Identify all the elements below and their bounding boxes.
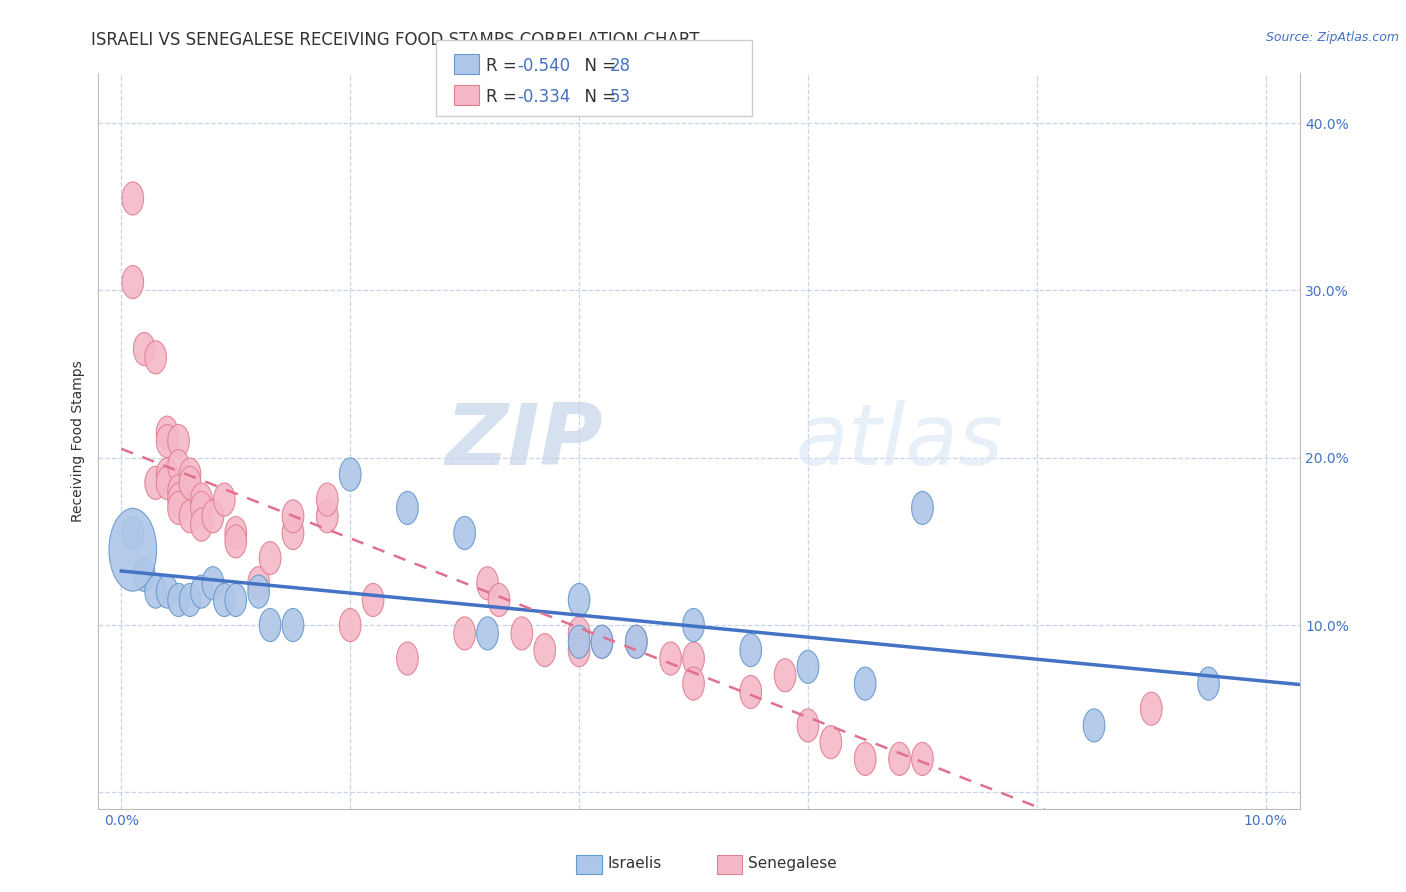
- Ellipse shape: [1198, 667, 1219, 700]
- Text: R =: R =: [486, 57, 523, 75]
- Ellipse shape: [145, 575, 166, 608]
- Ellipse shape: [396, 491, 418, 524]
- Ellipse shape: [363, 583, 384, 616]
- Ellipse shape: [683, 642, 704, 675]
- Ellipse shape: [167, 425, 190, 458]
- Ellipse shape: [911, 742, 934, 775]
- Ellipse shape: [134, 558, 155, 591]
- Ellipse shape: [202, 566, 224, 599]
- Ellipse shape: [247, 575, 270, 608]
- Ellipse shape: [534, 633, 555, 666]
- Ellipse shape: [911, 491, 934, 524]
- Ellipse shape: [488, 583, 510, 616]
- Ellipse shape: [740, 675, 762, 708]
- Ellipse shape: [510, 617, 533, 650]
- Text: R =: R =: [486, 87, 523, 106]
- Ellipse shape: [247, 566, 270, 599]
- Ellipse shape: [156, 575, 179, 608]
- Ellipse shape: [179, 458, 201, 491]
- Ellipse shape: [820, 725, 842, 759]
- Text: 28: 28: [610, 57, 631, 75]
- Ellipse shape: [568, 617, 591, 650]
- Ellipse shape: [855, 667, 876, 700]
- Ellipse shape: [191, 483, 212, 516]
- Ellipse shape: [659, 642, 682, 675]
- Ellipse shape: [568, 625, 591, 658]
- Ellipse shape: [1140, 692, 1163, 725]
- Ellipse shape: [339, 608, 361, 641]
- Ellipse shape: [626, 625, 647, 658]
- Ellipse shape: [145, 341, 166, 374]
- Ellipse shape: [683, 608, 704, 641]
- Ellipse shape: [167, 450, 190, 483]
- Text: ISRAELI VS SENEGALESE RECEIVING FOOD STAMPS CORRELATION CHART: ISRAELI VS SENEGALESE RECEIVING FOOD STA…: [91, 31, 700, 49]
- Ellipse shape: [889, 742, 910, 775]
- Ellipse shape: [396, 642, 418, 675]
- Ellipse shape: [568, 633, 591, 666]
- Ellipse shape: [454, 516, 475, 549]
- Ellipse shape: [122, 516, 143, 549]
- Ellipse shape: [283, 500, 304, 533]
- Ellipse shape: [167, 475, 190, 508]
- Text: Source: ZipAtlas.com: Source: ZipAtlas.com: [1265, 31, 1399, 45]
- Ellipse shape: [156, 425, 179, 458]
- Y-axis label: Receiving Food Stamps: Receiving Food Stamps: [72, 360, 86, 522]
- Ellipse shape: [775, 658, 796, 692]
- Ellipse shape: [191, 508, 212, 541]
- Text: 53: 53: [610, 87, 631, 106]
- Ellipse shape: [568, 583, 591, 616]
- Ellipse shape: [191, 491, 212, 524]
- Ellipse shape: [316, 483, 337, 516]
- Ellipse shape: [145, 467, 166, 500]
- Text: Israelis: Israelis: [607, 856, 662, 871]
- Ellipse shape: [191, 575, 212, 608]
- Ellipse shape: [179, 467, 201, 500]
- Ellipse shape: [225, 524, 246, 558]
- Ellipse shape: [156, 458, 179, 491]
- Text: -0.540: -0.540: [517, 57, 571, 75]
- Ellipse shape: [202, 500, 224, 533]
- Ellipse shape: [156, 467, 179, 500]
- Ellipse shape: [225, 516, 246, 549]
- Text: atlas: atlas: [796, 400, 1004, 483]
- Ellipse shape: [797, 650, 818, 683]
- Ellipse shape: [156, 416, 179, 450]
- Ellipse shape: [683, 667, 704, 700]
- Ellipse shape: [259, 541, 281, 574]
- Ellipse shape: [626, 625, 647, 658]
- Ellipse shape: [122, 182, 143, 215]
- Ellipse shape: [477, 617, 498, 650]
- Text: N =: N =: [574, 57, 621, 75]
- Ellipse shape: [283, 516, 304, 549]
- Text: -0.334: -0.334: [517, 87, 571, 106]
- Ellipse shape: [259, 608, 281, 641]
- Ellipse shape: [134, 333, 155, 366]
- Ellipse shape: [110, 508, 156, 591]
- Ellipse shape: [167, 583, 190, 616]
- Ellipse shape: [214, 483, 235, 516]
- Text: Senegalese: Senegalese: [748, 856, 837, 871]
- Ellipse shape: [591, 625, 613, 658]
- Ellipse shape: [316, 500, 337, 533]
- Ellipse shape: [179, 500, 201, 533]
- Ellipse shape: [167, 491, 190, 524]
- Ellipse shape: [214, 583, 235, 616]
- Ellipse shape: [339, 458, 361, 491]
- Ellipse shape: [225, 583, 246, 616]
- Ellipse shape: [740, 633, 762, 666]
- Text: N =: N =: [574, 87, 621, 106]
- Ellipse shape: [797, 709, 818, 742]
- Ellipse shape: [477, 566, 498, 599]
- Ellipse shape: [1083, 709, 1105, 742]
- Ellipse shape: [122, 266, 143, 299]
- Text: ZIP: ZIP: [446, 400, 603, 483]
- Ellipse shape: [855, 742, 876, 775]
- Ellipse shape: [454, 617, 475, 650]
- Ellipse shape: [179, 583, 201, 616]
- Ellipse shape: [167, 483, 190, 516]
- Ellipse shape: [591, 625, 613, 658]
- Ellipse shape: [283, 608, 304, 641]
